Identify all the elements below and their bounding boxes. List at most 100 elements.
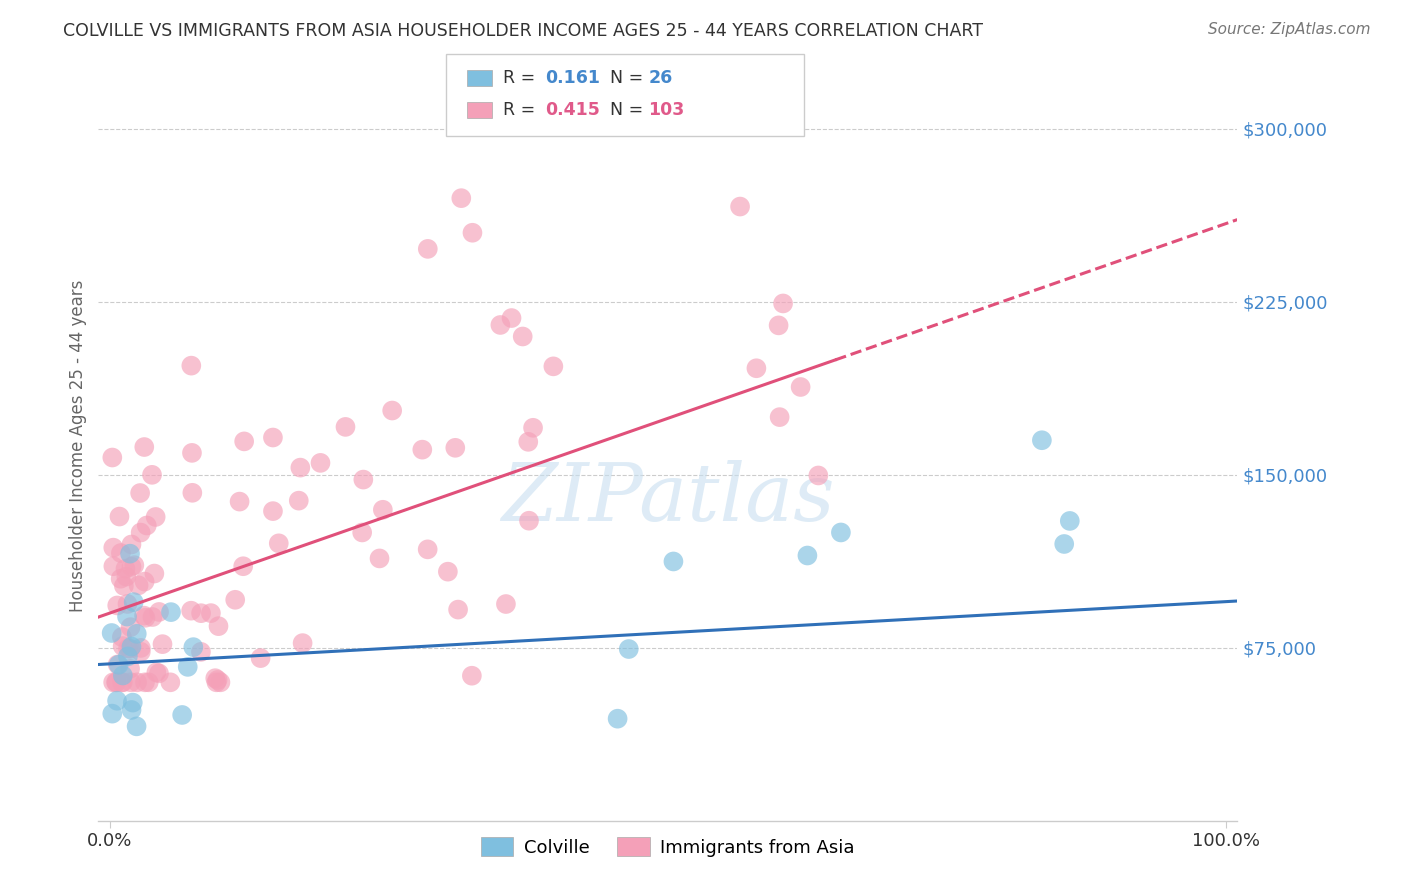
Point: [120, 620, 142, 634]
Point: [830, 525, 852, 540]
Point: [807, 468, 830, 483]
Point: [745, 361, 768, 376]
Text: 26: 26: [648, 69, 672, 87]
Point: [115, 609, 138, 624]
Point: [1031, 434, 1053, 448]
Point: [309, 456, 332, 470]
Point: [352, 473, 374, 487]
Legend: Colville, Immigrants from Asia: Colville, Immigrants from Asia: [474, 830, 862, 864]
Point: [200, 606, 222, 620]
Point: [159, 675, 181, 690]
Y-axis label: Householder Income Ages 25 - 44 years: Householder Income Ages 25 - 44 years: [69, 280, 87, 612]
Point: [111, 675, 134, 690]
Point: [118, 547, 141, 561]
Point: [437, 565, 460, 579]
Point: [789, 380, 811, 394]
Point: [249, 651, 271, 665]
Point: [120, 641, 142, 656]
Point: [110, 572, 132, 586]
Point: [204, 671, 226, 685]
Point: [728, 200, 751, 214]
Point: [209, 675, 232, 690]
Point: [125, 627, 148, 641]
Point: [103, 541, 125, 555]
Point: [101, 706, 124, 721]
Point: [233, 434, 256, 449]
Text: R =: R =: [503, 69, 541, 87]
Point: [517, 514, 540, 528]
Point: [132, 608, 155, 623]
Point: [148, 605, 170, 619]
Point: [181, 446, 204, 460]
Point: [141, 467, 163, 482]
Point: [450, 191, 472, 205]
Point: [141, 610, 163, 624]
Point: [121, 696, 143, 710]
Point: [120, 675, 142, 690]
Point: [224, 592, 246, 607]
Point: [522, 421, 544, 435]
Text: 0.161: 0.161: [546, 69, 600, 87]
Point: [447, 602, 470, 616]
Point: [371, 502, 394, 516]
Point: [489, 318, 512, 332]
Point: [121, 703, 143, 717]
Point: [129, 645, 152, 659]
Point: [120, 662, 142, 676]
Point: [122, 595, 145, 609]
Point: [207, 673, 229, 687]
Text: Source: ZipAtlas.com: Source: ZipAtlas.com: [1208, 22, 1371, 37]
Point: [117, 597, 139, 611]
Text: 103: 103: [648, 101, 685, 119]
Point: [172, 708, 194, 723]
Point: [117, 649, 139, 664]
Point: [416, 242, 439, 256]
Text: R =: R =: [503, 101, 541, 119]
Text: COLVILLE VS IMMIGRANTS FROM ASIA HOUSEHOLDER INCOME AGES 25 - 44 YEARS CORRELATI: COLVILLE VS IMMIGRANTS FROM ASIA HOUSEHO…: [63, 22, 983, 40]
Point: [232, 559, 254, 574]
Point: [207, 619, 229, 633]
Point: [177, 660, 200, 674]
Point: [1053, 537, 1076, 551]
Point: [101, 675, 124, 690]
Point: [461, 226, 484, 240]
Point: [517, 434, 540, 449]
Point: [381, 403, 404, 417]
Point: [228, 494, 250, 508]
Point: [129, 525, 152, 540]
Point: [416, 542, 439, 557]
Point: [111, 630, 134, 644]
Point: [105, 599, 128, 613]
Point: [121, 559, 143, 574]
Point: [111, 668, 134, 682]
Point: [145, 510, 167, 524]
Point: [606, 712, 628, 726]
Point: [111, 675, 134, 690]
Point: [180, 604, 202, 618]
Point: [617, 642, 640, 657]
Point: [190, 645, 212, 659]
Point: [100, 626, 122, 640]
Point: [128, 578, 150, 592]
Point: [411, 442, 433, 457]
Point: [148, 666, 170, 681]
Point: [267, 536, 290, 550]
Point: [134, 574, 156, 589]
Point: [190, 606, 212, 620]
Point: [110, 546, 132, 560]
Point: [262, 504, 284, 518]
Text: N =: N =: [599, 69, 648, 87]
Point: [134, 440, 156, 454]
Text: 0.415: 0.415: [546, 101, 600, 119]
Point: [1059, 514, 1081, 528]
Point: [121, 640, 143, 654]
Point: [205, 675, 228, 690]
Point: [107, 657, 129, 672]
Point: [290, 460, 312, 475]
Point: [769, 410, 792, 425]
Point: [543, 359, 565, 374]
Point: [461, 669, 484, 683]
Point: [134, 675, 156, 690]
Text: N =: N =: [599, 101, 648, 119]
Point: [501, 311, 523, 326]
